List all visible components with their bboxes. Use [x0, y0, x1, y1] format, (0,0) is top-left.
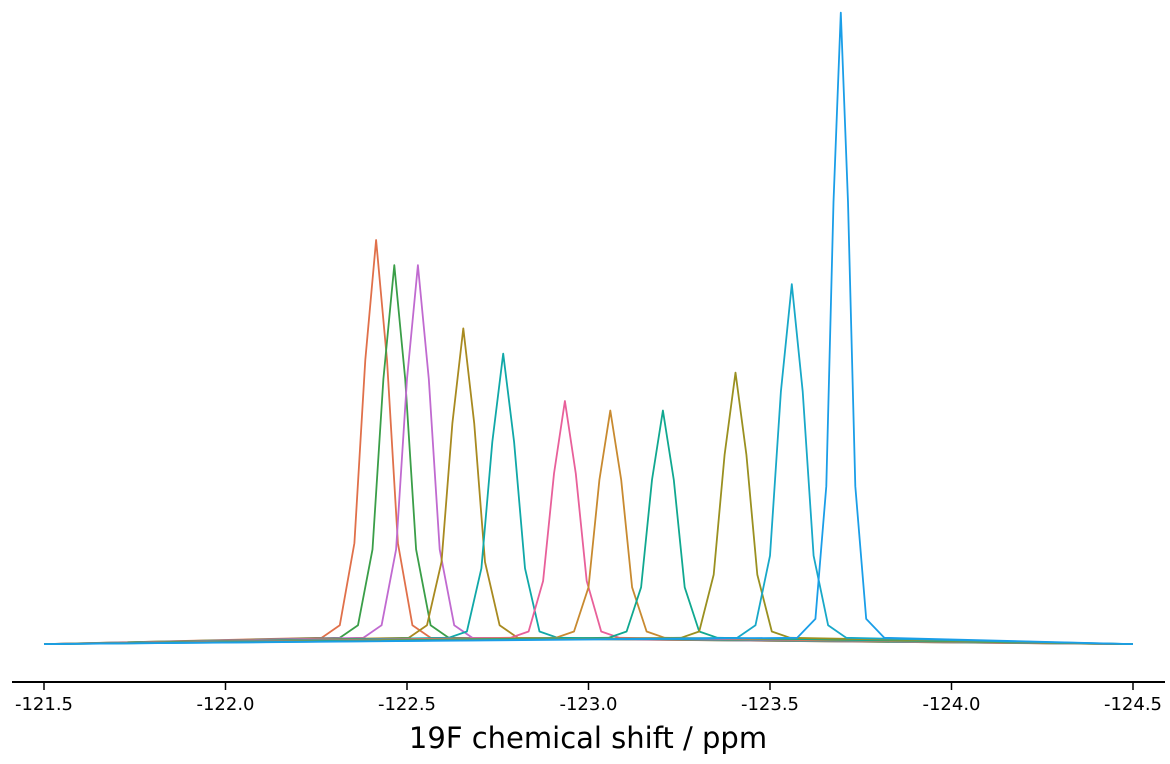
spectrum-line — [43, 409, 1134, 645]
spectrum-line — [43, 409, 1134, 645]
spectrum-line — [43, 264, 1134, 645]
x-tick-label: -122.5 — [378, 694, 436, 715]
spectrum-line — [43, 239, 1134, 645]
spectrum-line — [43, 400, 1134, 645]
x-tick-label: -124.5 — [1104, 694, 1162, 715]
spectrum-line — [43, 264, 1134, 645]
x-tick-label: -122.0 — [196, 694, 254, 715]
x-tick-label: -123.5 — [741, 694, 799, 715]
spectrum-line — [43, 11, 1134, 645]
spectrum-line — [43, 283, 1134, 645]
spectrum-line — [43, 327, 1134, 645]
x-tick-label: -121.5 — [15, 694, 73, 715]
x-tick-label: -123.0 — [559, 694, 617, 715]
x-axis-label: 19F chemical shift / ppm — [409, 721, 767, 755]
x-tick-label: -124.0 — [922, 694, 980, 715]
spectrum-line — [43, 371, 1134, 645]
spectrum-line — [43, 352, 1134, 645]
